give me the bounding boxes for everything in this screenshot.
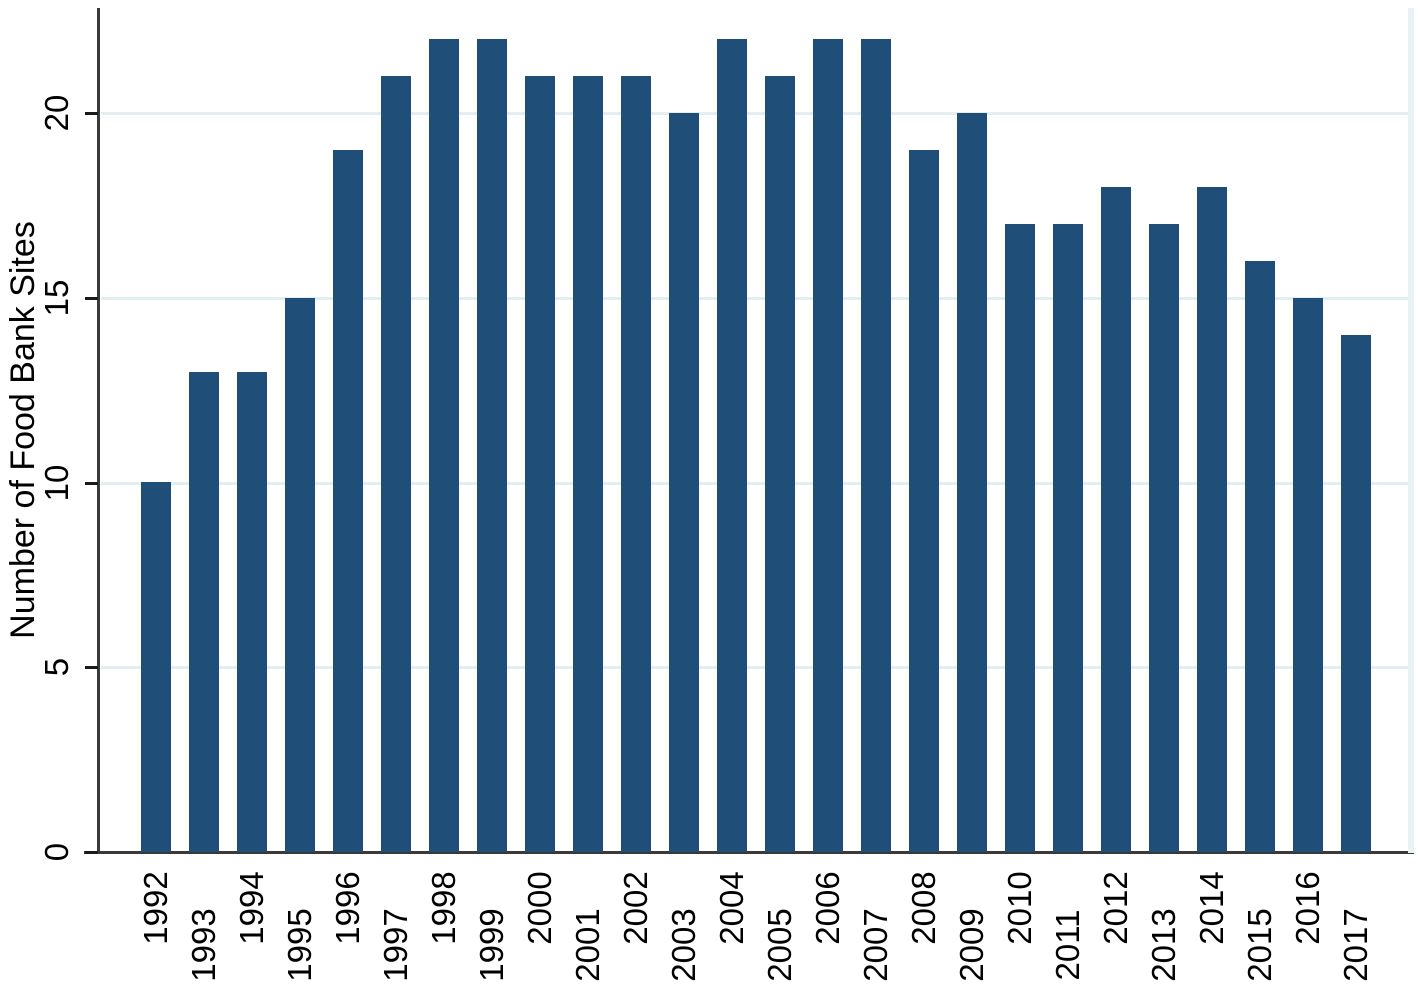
gridline-y15	[101, 297, 1408, 300]
y-tick-label: 5	[38, 657, 75, 677]
bar-2013	[1149, 224, 1179, 852]
x-tick-label: 2007	[857, 908, 894, 982]
bar-1996	[333, 150, 363, 852]
y-axis-line	[97, 8, 100, 854]
bar-2009	[957, 113, 987, 852]
x-tick-label: 2013	[1145, 908, 1182, 982]
bar-1993	[189, 372, 219, 852]
y-tick-mark	[85, 112, 98, 115]
y-tick-mark	[85, 666, 98, 669]
x-tick-label: 2000	[521, 871, 558, 945]
x-tick-label: 2014	[1193, 871, 1230, 945]
x-axis-line	[84, 851, 1414, 854]
x-tick-label: 1998	[425, 871, 462, 945]
x-tick-label: 2017	[1337, 908, 1374, 982]
x-tick-label: 2003	[665, 908, 702, 982]
bar-1995	[285, 298, 315, 852]
bar-2007	[861, 39, 891, 852]
x-tick-label: 1992	[137, 871, 174, 945]
y-tick-label: 0	[38, 842, 75, 862]
plot-right-border	[1408, 8, 1414, 853]
x-tick-label: 2001	[569, 908, 606, 982]
bar-2000	[525, 76, 555, 852]
x-tick-label: 2005	[761, 908, 798, 982]
y-tick-mark	[85, 482, 98, 485]
x-tick-label: 2002	[617, 871, 654, 945]
x-tick-label: 2006	[809, 871, 846, 945]
bar-2002	[621, 76, 651, 852]
y-tick-label: 15	[38, 279, 75, 317]
x-tick-label: 2004	[713, 871, 750, 945]
bar-2004	[717, 39, 747, 852]
bar-2015	[1245, 261, 1275, 852]
gridline-y10	[101, 482, 1408, 485]
x-tick-label: 1997	[377, 908, 414, 982]
bar-1994	[237, 372, 267, 852]
x-tick-label: 2009	[953, 908, 990, 982]
gridline-y5	[101, 666, 1408, 669]
x-tick-label: 1996	[329, 871, 366, 945]
bar-2016	[1293, 298, 1323, 852]
x-tick-label: 1999	[473, 908, 510, 982]
x-tick-label: 2010	[1001, 871, 1038, 945]
bar-2010	[1005, 224, 1035, 852]
x-tick-label: 1994	[233, 871, 270, 945]
bar-2017	[1341, 335, 1371, 852]
bar-2011	[1053, 224, 1083, 852]
y-tick-label: 20	[38, 94, 75, 132]
y-tick-label: 10	[38, 464, 75, 502]
y-tick-mark	[85, 851, 98, 854]
x-tick-label: 2011	[1049, 909, 1086, 981]
bar-2003	[669, 113, 699, 852]
bar-1998	[429, 39, 459, 852]
gridline-y20	[101, 112, 1408, 115]
bar-1999	[477, 39, 507, 852]
bar-2006	[813, 39, 843, 852]
x-tick-label: 1995	[281, 908, 318, 982]
x-tick-label: 2015	[1241, 908, 1278, 982]
bar-2012	[1101, 187, 1131, 852]
x-tick-label: 1993	[185, 908, 222, 982]
x-tick-label: 2016	[1289, 871, 1326, 945]
x-tick-label: 2008	[905, 871, 942, 945]
bar-2008	[909, 150, 939, 852]
bar-2014	[1197, 187, 1227, 852]
x-tick-label: 2012	[1097, 871, 1134, 945]
y-tick-mark	[85, 297, 98, 300]
bar-2005	[765, 76, 795, 852]
bar-1997	[381, 76, 411, 852]
bar-2001	[573, 76, 603, 852]
bar-1992	[141, 482, 171, 852]
